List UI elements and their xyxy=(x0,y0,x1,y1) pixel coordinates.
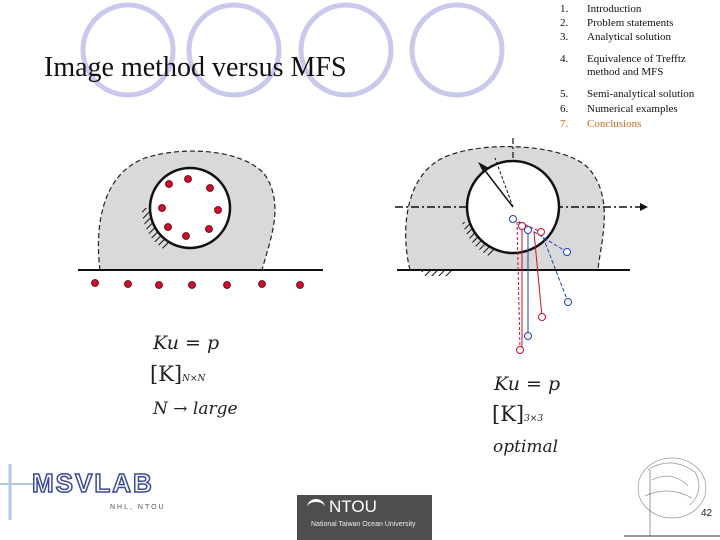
image-points xyxy=(509,215,572,354)
outline-num: 4. xyxy=(560,53,569,65)
outline-num: 7. xyxy=(560,118,569,130)
outline-item: Numerical examples xyxy=(587,103,678,115)
matrix-symbol: [K] xyxy=(492,402,525,426)
matrix-symbol: [K] xyxy=(150,362,183,386)
image-point xyxy=(518,222,526,230)
outline-item: Introduction xyxy=(587,3,642,15)
outline-num: 6. xyxy=(560,103,569,115)
source-point xyxy=(223,281,231,289)
matrix-size: 3×3 xyxy=(524,414,544,424)
source-point xyxy=(155,281,163,289)
msvlab-text: MSVLAB xyxy=(31,467,154,499)
ntou-wave-icon xyxy=(307,499,325,516)
source-points-left xyxy=(91,175,304,289)
outline-item: Equivalence of Trefftz method and MFS xyxy=(587,53,686,78)
ntou-text: NTOU xyxy=(329,497,377,516)
outline-num: 3. xyxy=(560,31,569,43)
equation-right: Ku = p xyxy=(494,373,561,395)
page-number: 42 xyxy=(701,508,713,519)
msvlab-subtext: NHL, NTOU xyxy=(110,504,166,511)
source-point xyxy=(164,223,172,231)
image-point xyxy=(516,346,524,354)
image-point xyxy=(563,248,571,256)
source-point xyxy=(165,180,173,188)
image-point xyxy=(564,298,572,306)
image-point xyxy=(538,313,546,321)
matrix-size: N×N xyxy=(182,374,206,384)
image-point xyxy=(524,226,532,234)
outline-num: 5. xyxy=(560,88,569,100)
radius-arrow xyxy=(482,167,514,208)
outline-item: Analytical solution xyxy=(587,31,672,43)
equation-left: Ku = p xyxy=(153,332,220,354)
source-point xyxy=(184,175,192,183)
outline-item-current: Conclusions xyxy=(587,118,642,130)
source-point xyxy=(158,204,166,212)
outline-num: 2. xyxy=(560,17,569,29)
source-point xyxy=(214,206,222,214)
source-point xyxy=(206,184,214,192)
outline-num: 1. xyxy=(560,3,569,15)
source-point xyxy=(182,232,190,240)
outline-item: Problem statements xyxy=(587,17,674,29)
matrix-right: [K]3×3 xyxy=(492,402,543,426)
ntou-logo: NTOU National Taiwan Ocean University xyxy=(297,495,432,540)
source-point xyxy=(296,281,304,289)
source-point xyxy=(258,280,266,288)
note-left: N → large xyxy=(153,399,238,419)
note-right: optimal xyxy=(493,437,559,457)
msvlab-logo: MSVLAB NHL, NTOU xyxy=(0,462,190,522)
image-point xyxy=(524,332,532,340)
matrix-left: [K]N×N xyxy=(150,362,205,386)
source-point xyxy=(91,279,99,287)
image-point xyxy=(537,228,545,236)
page-title: Image method versus MFS xyxy=(44,52,347,83)
source-point xyxy=(124,280,132,288)
image-point xyxy=(509,215,517,223)
outline-item: Semi-analytical solution xyxy=(587,88,695,100)
ntou-subtext: National Taiwan Ocean University xyxy=(311,521,416,528)
source-point xyxy=(188,281,196,289)
source-point xyxy=(205,225,213,233)
